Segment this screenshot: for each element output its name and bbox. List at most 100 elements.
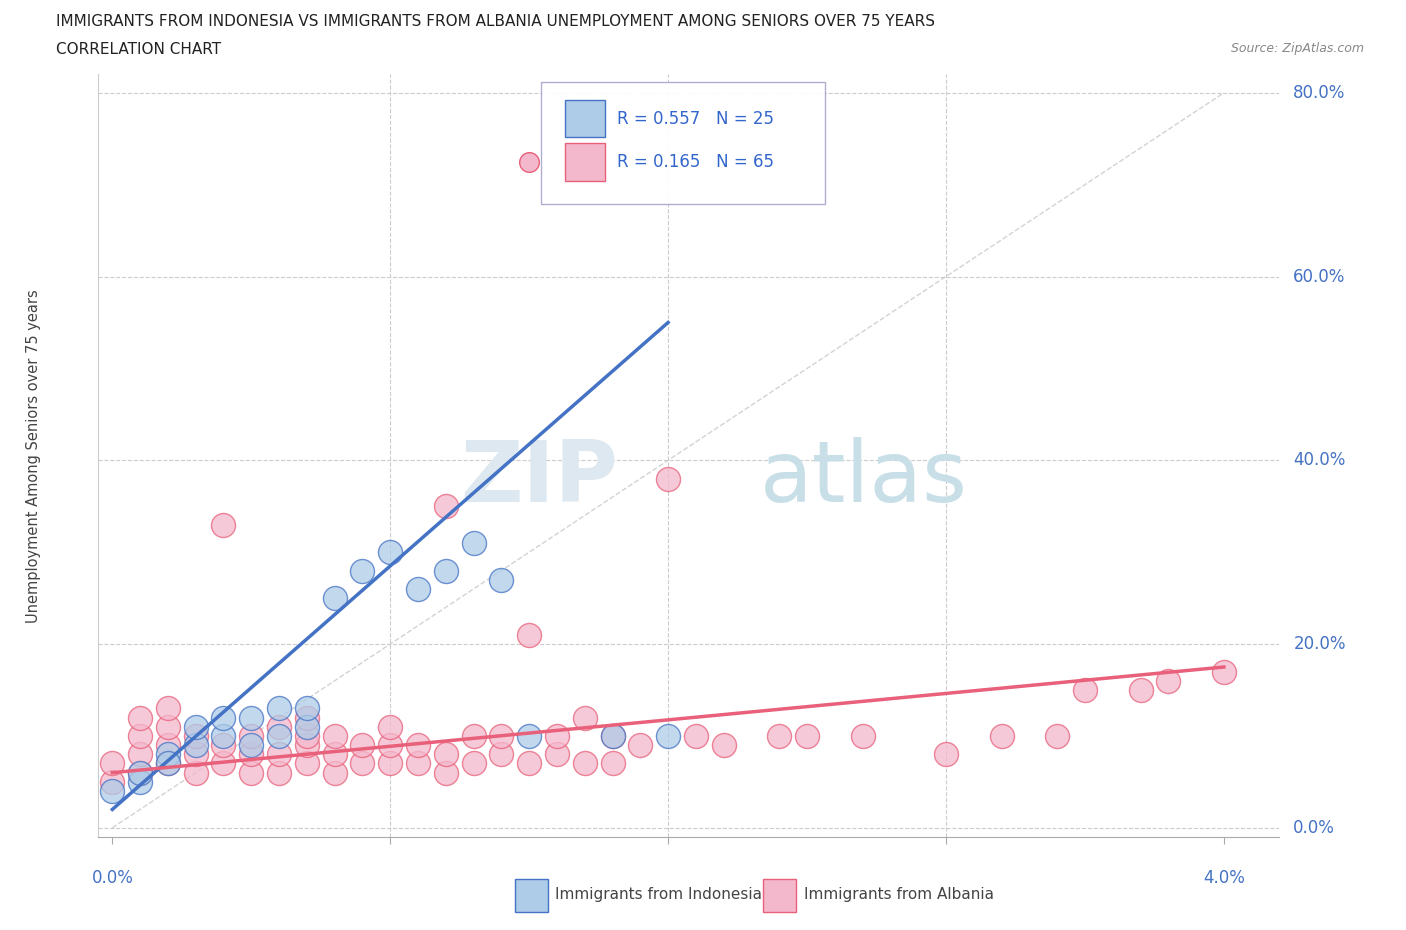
Point bbox=[713, 737, 735, 752]
Point bbox=[491, 728, 513, 743]
Text: 4.0%: 4.0% bbox=[1204, 870, 1244, 887]
Text: 60.0%: 60.0% bbox=[1294, 268, 1346, 286]
Point bbox=[434, 498, 457, 513]
FancyBboxPatch shape bbox=[541, 82, 825, 204]
Point bbox=[295, 701, 318, 716]
Point bbox=[463, 728, 485, 743]
Point bbox=[240, 711, 263, 725]
Text: atlas: atlas bbox=[759, 437, 967, 520]
Point bbox=[156, 719, 179, 734]
Point bbox=[212, 756, 235, 771]
Point bbox=[212, 711, 235, 725]
Point bbox=[101, 775, 124, 790]
Point bbox=[685, 728, 707, 743]
Point bbox=[240, 737, 263, 752]
Point bbox=[212, 728, 235, 743]
Point bbox=[406, 756, 429, 771]
Point bbox=[546, 747, 568, 762]
Point bbox=[990, 728, 1012, 743]
Point bbox=[156, 737, 179, 752]
Text: 40.0%: 40.0% bbox=[1294, 451, 1346, 470]
Point bbox=[323, 765, 346, 780]
Point bbox=[129, 728, 152, 743]
Text: CORRELATION CHART: CORRELATION CHART bbox=[56, 42, 221, 57]
Point bbox=[184, 737, 207, 752]
Point bbox=[156, 756, 179, 771]
Point bbox=[323, 747, 346, 762]
Point bbox=[574, 711, 596, 725]
Point bbox=[628, 737, 651, 752]
Point bbox=[380, 545, 402, 560]
Point bbox=[434, 563, 457, 578]
Point bbox=[184, 728, 207, 743]
Point bbox=[657, 472, 679, 486]
Point bbox=[101, 784, 124, 799]
Text: IMMIGRANTS FROM INDONESIA VS IMMIGRANTS FROM ALBANIA UNEMPLOYMENT AMONG SENIORS : IMMIGRANTS FROM INDONESIA VS IMMIGRANTS … bbox=[56, 14, 935, 29]
Text: 0.0%: 0.0% bbox=[1294, 818, 1336, 837]
FancyBboxPatch shape bbox=[565, 143, 605, 180]
Point bbox=[517, 756, 540, 771]
Point bbox=[129, 765, 152, 780]
Point bbox=[295, 728, 318, 743]
Point bbox=[352, 756, 374, 771]
Point bbox=[406, 737, 429, 752]
Point bbox=[463, 536, 485, 551]
Point bbox=[184, 765, 207, 780]
Point bbox=[156, 747, 179, 762]
Point bbox=[129, 765, 152, 780]
Point bbox=[602, 728, 624, 743]
Point bbox=[380, 737, 402, 752]
Text: Unemployment Among Seniors over 75 years: Unemployment Among Seniors over 75 years bbox=[25, 289, 41, 622]
Point bbox=[212, 737, 235, 752]
Point bbox=[295, 737, 318, 752]
Point bbox=[491, 747, 513, 762]
Point bbox=[295, 756, 318, 771]
Point bbox=[380, 719, 402, 734]
Point bbox=[267, 701, 290, 716]
Point bbox=[267, 747, 290, 762]
Point bbox=[295, 719, 318, 734]
Point bbox=[295, 711, 318, 725]
Text: Immigrants from Albania: Immigrants from Albania bbox=[803, 886, 994, 902]
Point bbox=[380, 756, 402, 771]
Point bbox=[129, 775, 152, 790]
FancyBboxPatch shape bbox=[516, 879, 548, 912]
Point bbox=[517, 728, 540, 743]
Point bbox=[156, 756, 179, 771]
Point bbox=[574, 756, 596, 771]
Point bbox=[1074, 683, 1097, 698]
FancyBboxPatch shape bbox=[565, 100, 605, 138]
Point bbox=[184, 719, 207, 734]
Point bbox=[240, 747, 263, 762]
Point bbox=[184, 747, 207, 762]
Text: ZIP: ZIP bbox=[460, 437, 619, 520]
Text: 0.0%: 0.0% bbox=[91, 870, 134, 887]
Point bbox=[768, 728, 790, 743]
Point bbox=[1157, 673, 1180, 688]
Point bbox=[602, 756, 624, 771]
FancyBboxPatch shape bbox=[763, 879, 796, 912]
Point bbox=[212, 517, 235, 532]
Point bbox=[267, 728, 290, 743]
Point bbox=[352, 737, 374, 752]
Point bbox=[240, 765, 263, 780]
Point bbox=[796, 728, 818, 743]
Point bbox=[323, 728, 346, 743]
Point bbox=[852, 728, 875, 743]
Point bbox=[546, 728, 568, 743]
Text: R = 0.557   N = 25: R = 0.557 N = 25 bbox=[617, 110, 773, 127]
Point bbox=[1129, 683, 1152, 698]
Text: Immigrants from Indonesia: Immigrants from Indonesia bbox=[555, 886, 762, 902]
Text: Source: ZipAtlas.com: Source: ZipAtlas.com bbox=[1230, 42, 1364, 55]
Point bbox=[517, 628, 540, 643]
Point bbox=[352, 563, 374, 578]
Point bbox=[156, 701, 179, 716]
Point bbox=[935, 747, 957, 762]
Point bbox=[129, 711, 152, 725]
Point bbox=[434, 747, 457, 762]
Point bbox=[323, 591, 346, 605]
Point bbox=[463, 756, 485, 771]
Point bbox=[657, 728, 679, 743]
Point bbox=[267, 765, 290, 780]
Point bbox=[406, 581, 429, 596]
